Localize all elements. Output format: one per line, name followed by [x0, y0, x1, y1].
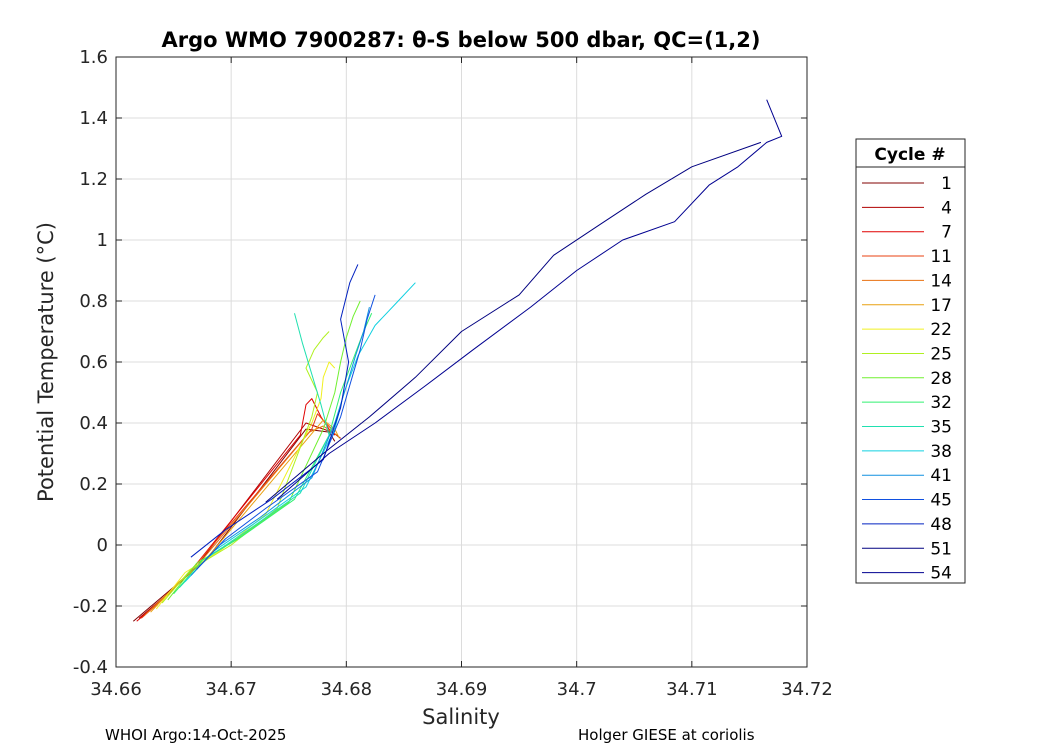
legend-entry-label: 4 — [941, 198, 952, 218]
legend-entry-label: 41 — [930, 466, 952, 486]
legend-title: Cycle # — [874, 145, 945, 165]
y-axis-ticks: -0.4 -0.2 0 0.2 0.4 0.6 0.8 1 1.2 1.4 1.6 — [73, 47, 807, 678]
legend-entry-label: 7 — [941, 223, 952, 243]
x-axis-ticks: 34.66 34.67 34.68 34.69 34.7 34.71 34.72 — [90, 57, 833, 700]
x-tick-label: 34.68 — [321, 679, 373, 700]
series-line-cycle-35 — [178, 313, 330, 589]
footer-right: Holger GIESE at coriolis — [578, 726, 755, 744]
series-line-cycle-45 — [196, 294, 376, 570]
data-series — [132, 99, 783, 622]
series-line-cycle-41 — [190, 306, 370, 576]
y-tick-label: -0.4 — [73, 657, 108, 678]
legend-entry-label: 51 — [930, 539, 952, 559]
series-line-cycle-54 — [276, 99, 783, 500]
x-tick-label: 34.7 — [557, 679, 597, 700]
y-tick-label: 0.6 — [79, 352, 108, 373]
chart-title-group: Argo WMO 7900287: θ-S below 500 dbar, QC… — [162, 28, 761, 52]
y-tick-label: 1.6 — [79, 47, 108, 68]
legend-entry-label: 32 — [930, 393, 952, 413]
x-tick-label: 34.72 — [781, 679, 833, 700]
legend-entry-label: 25 — [930, 344, 952, 364]
chart-title: Argo WMO 7900287: θ-S below 500 dbar, QC… — [162, 28, 761, 52]
x-tick-label: 34.67 — [205, 679, 257, 700]
y-tick-label: 0.4 — [79, 413, 108, 434]
legend-entry-label: 1 — [941, 174, 952, 194]
legend-entry-label: 28 — [930, 369, 952, 389]
y-axis-label: Potential Temperature (°C) — [34, 222, 58, 502]
x-tick-label: 34.66 — [90, 679, 142, 700]
legend-box — [855, 138, 966, 584]
footer-left: WHOI Argo:14-Oct-2025 — [105, 726, 286, 744]
legend-entry-label: 14 — [930, 271, 952, 291]
y-tick-label: 1 — [97, 230, 108, 251]
y-tick-label: 0.8 — [79, 291, 108, 312]
x-axis-label: Salinity — [422, 705, 500, 729]
y-tick-label: 0.2 — [79, 474, 108, 495]
series-line-cycle-51 — [265, 141, 762, 503]
series-line-cycle-25 — [161, 331, 330, 604]
legend-entry-label: 11 — [930, 247, 952, 267]
legend-entry-label: 45 — [930, 491, 952, 511]
legend-entry-label: 38 — [930, 442, 952, 462]
y-tick-label: 1.4 — [79, 108, 108, 129]
legend-entry-label: 54 — [930, 564, 952, 584]
legend-entry-label: 17 — [930, 296, 952, 316]
x-tick-label: 34.71 — [666, 679, 718, 700]
legend-entry-label: 22 — [930, 320, 952, 340]
legend-entry-label: 48 — [930, 515, 952, 535]
legend-entry-label: 35 — [930, 418, 952, 438]
y-tick-label: 0 — [97, 535, 108, 556]
y-tick-label: -0.2 — [73, 596, 108, 617]
x-tick-label: 34.69 — [436, 679, 488, 700]
y-tick-label: 1.2 — [79, 169, 108, 190]
series-line-cycle-48 — [190, 264, 359, 558]
